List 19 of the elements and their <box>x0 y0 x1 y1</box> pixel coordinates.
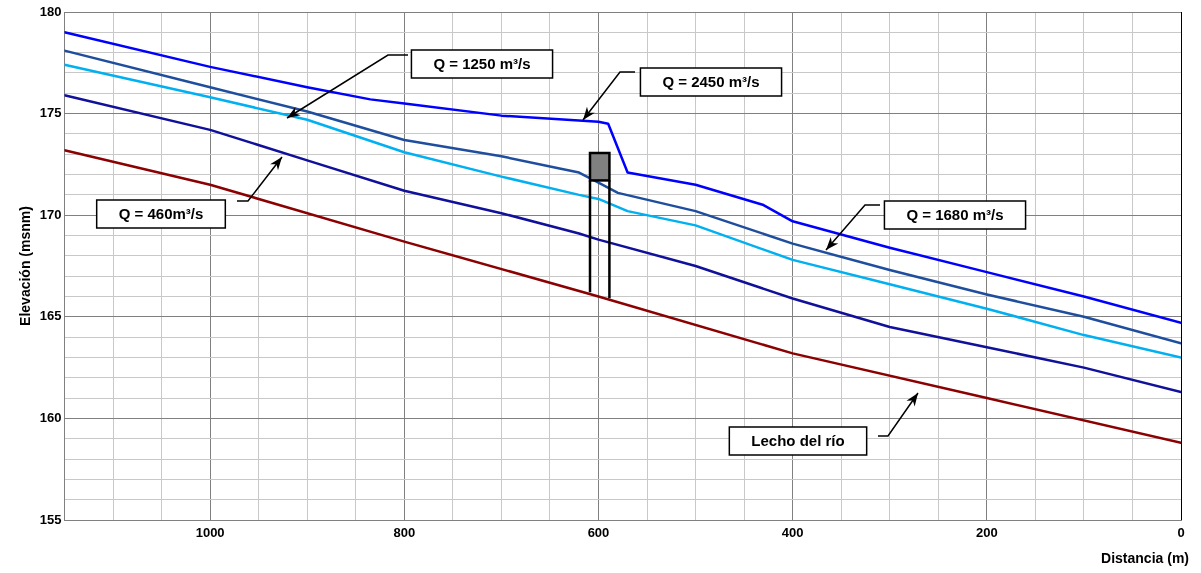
x-tick-label: 200 <box>975 525 998 541</box>
y-tick-label: 180 <box>39 3 62 19</box>
annotation: Lecho del río <box>751 432 845 450</box>
y-tick-label: 160 <box>39 409 62 425</box>
x-tick-label: 800 <box>393 525 416 541</box>
x-tick-label: 0 <box>1177 525 1185 541</box>
y-tick-label: 165 <box>39 308 62 324</box>
y-tick-label: 155 <box>39 511 62 527</box>
annotation: Q = 2450 m³/s <box>662 73 760 91</box>
x-tick-label: 400 <box>781 525 804 541</box>
y-axis-title: Elevación (msnm) <box>17 206 34 326</box>
annotation: Q = 1250 m³/s <box>433 55 531 73</box>
x-tick-label: 600 <box>587 525 610 541</box>
y-tick-label: 175 <box>39 105 62 121</box>
annotation: Q = 1680 m³/s <box>906 206 1004 224</box>
x-axis-title: Distancia (m) <box>1101 549 1189 566</box>
annotation: Q = 460m³/s <box>118 205 204 223</box>
y-tick-label: 170 <box>39 206 62 222</box>
x-tick-label: 1000 <box>195 525 225 541</box>
